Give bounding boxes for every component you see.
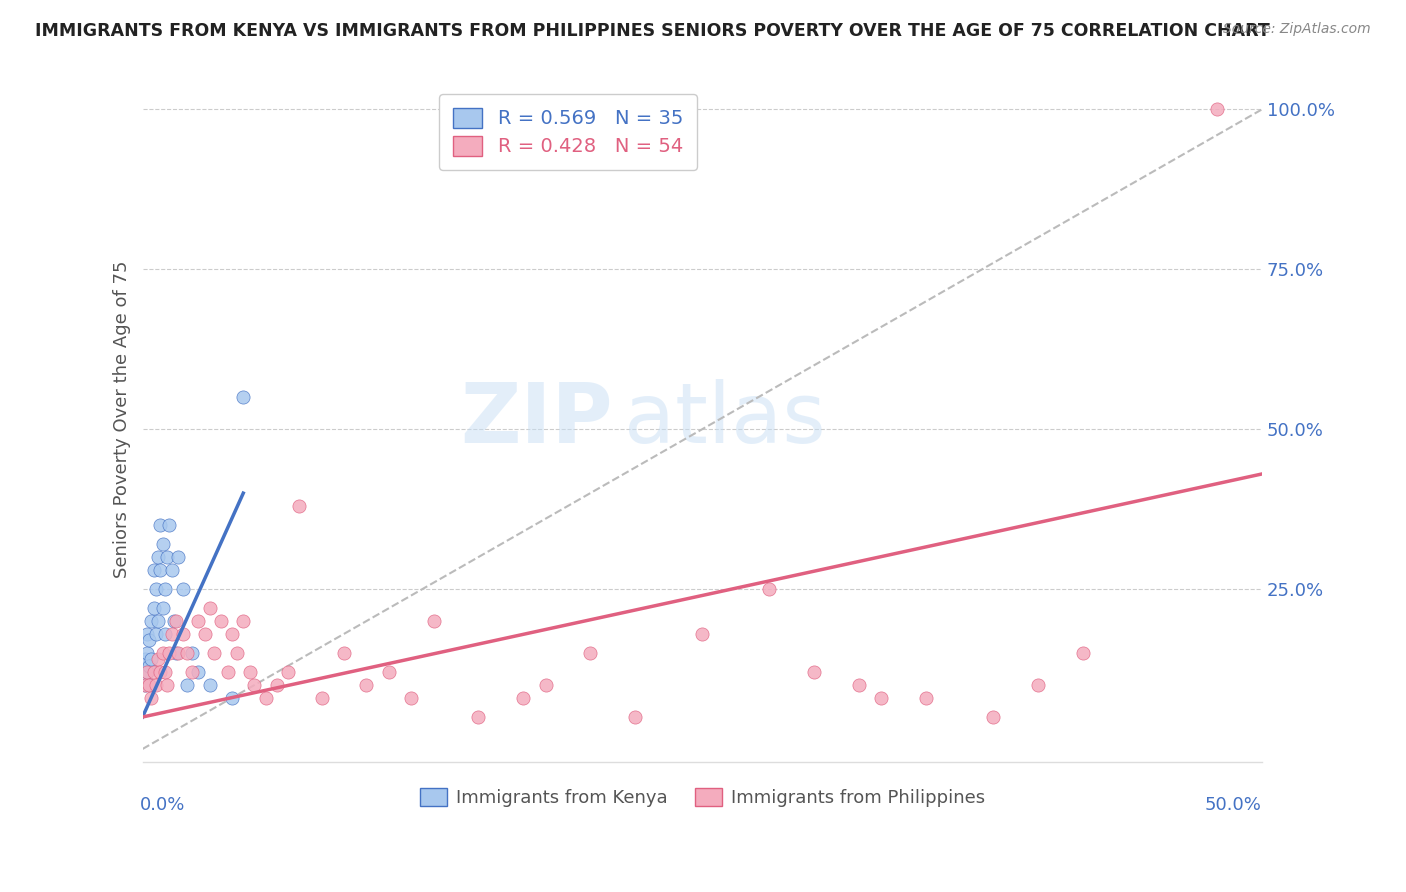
Text: Source: ZipAtlas.com: Source: ZipAtlas.com bbox=[1223, 22, 1371, 37]
Point bbox=[225, 646, 247, 660]
Point bbox=[1026, 678, 1049, 692]
Legend: Immigrants from Kenya, Immigrants from Philippines: Immigrants from Kenya, Immigrants from P… bbox=[412, 780, 993, 814]
Point bbox=[142, 563, 165, 577]
Point bbox=[758, 582, 780, 596]
Point bbox=[134, 652, 156, 666]
Point bbox=[239, 665, 262, 680]
Point bbox=[165, 646, 187, 660]
Point bbox=[176, 646, 198, 660]
Point bbox=[870, 690, 893, 705]
Point bbox=[152, 537, 174, 551]
Point bbox=[136, 665, 159, 680]
Point bbox=[138, 658, 160, 673]
Text: 50.0%: 50.0% bbox=[1205, 796, 1263, 814]
Point bbox=[145, 627, 167, 641]
Point bbox=[512, 690, 534, 705]
Text: IMMIGRANTS FROM KENYA VS IMMIGRANTS FROM PHILIPPINES SENIORS POVERTY OVER THE AG: IMMIGRANTS FROM KENYA VS IMMIGRANTS FROM… bbox=[35, 22, 1270, 40]
Point bbox=[138, 633, 160, 648]
Point bbox=[152, 601, 174, 615]
Point bbox=[149, 518, 172, 533]
Point bbox=[141, 652, 163, 666]
Point bbox=[149, 563, 172, 577]
Point bbox=[243, 678, 266, 692]
Point bbox=[180, 646, 202, 660]
Point bbox=[467, 710, 489, 724]
Point bbox=[1206, 103, 1229, 117]
Point bbox=[153, 627, 176, 641]
Point bbox=[187, 665, 209, 680]
Point bbox=[148, 652, 170, 666]
Point bbox=[579, 646, 602, 660]
Point bbox=[981, 710, 1004, 724]
Point bbox=[288, 499, 311, 513]
Point bbox=[167, 646, 190, 660]
Point bbox=[167, 550, 190, 565]
Point bbox=[165, 614, 187, 628]
Point bbox=[157, 518, 180, 533]
Point bbox=[153, 665, 176, 680]
Point bbox=[915, 690, 938, 705]
Point bbox=[534, 678, 557, 692]
Text: ZIP: ZIP bbox=[460, 379, 613, 460]
Point bbox=[160, 563, 183, 577]
Point bbox=[148, 614, 170, 628]
Point bbox=[141, 690, 163, 705]
Point bbox=[333, 646, 356, 660]
Point bbox=[172, 582, 194, 596]
Y-axis label: Seniors Poverty Over the Age of 75: Seniors Poverty Over the Age of 75 bbox=[114, 260, 131, 578]
Point bbox=[152, 646, 174, 660]
Point bbox=[422, 614, 444, 628]
Point bbox=[163, 614, 186, 628]
Point bbox=[142, 665, 165, 680]
Point bbox=[624, 710, 647, 724]
Point bbox=[217, 665, 239, 680]
Point bbox=[157, 646, 180, 660]
Point bbox=[194, 627, 217, 641]
Point bbox=[142, 601, 165, 615]
Point bbox=[254, 690, 277, 705]
Point bbox=[176, 678, 198, 692]
Point bbox=[690, 627, 713, 641]
Point bbox=[311, 690, 333, 705]
Text: atlas: atlas bbox=[624, 379, 825, 460]
Point bbox=[145, 678, 167, 692]
Point bbox=[156, 550, 179, 565]
Point bbox=[134, 678, 156, 692]
Point bbox=[149, 665, 172, 680]
Point bbox=[209, 614, 232, 628]
Point bbox=[356, 678, 378, 692]
Point bbox=[221, 690, 243, 705]
Point bbox=[141, 614, 163, 628]
Point bbox=[172, 627, 194, 641]
Point bbox=[803, 665, 825, 680]
Point bbox=[399, 690, 422, 705]
Point bbox=[136, 646, 159, 660]
Point bbox=[198, 601, 221, 615]
Point bbox=[232, 614, 254, 628]
Point bbox=[198, 678, 221, 692]
Point bbox=[187, 614, 209, 628]
Point bbox=[138, 678, 160, 692]
Text: 0.0%: 0.0% bbox=[141, 796, 186, 814]
Point bbox=[136, 665, 159, 680]
Point bbox=[138, 678, 160, 692]
Point bbox=[180, 665, 202, 680]
Point bbox=[145, 582, 167, 596]
Point bbox=[153, 582, 176, 596]
Point bbox=[232, 390, 254, 404]
Point bbox=[156, 678, 179, 692]
Point bbox=[1071, 646, 1094, 660]
Point bbox=[378, 665, 401, 680]
Point bbox=[848, 678, 870, 692]
Point bbox=[136, 627, 159, 641]
Point bbox=[148, 550, 170, 565]
Point bbox=[266, 678, 288, 692]
Point bbox=[202, 646, 225, 660]
Point bbox=[160, 627, 183, 641]
Point bbox=[221, 627, 243, 641]
Point bbox=[134, 678, 156, 692]
Point bbox=[277, 665, 299, 680]
